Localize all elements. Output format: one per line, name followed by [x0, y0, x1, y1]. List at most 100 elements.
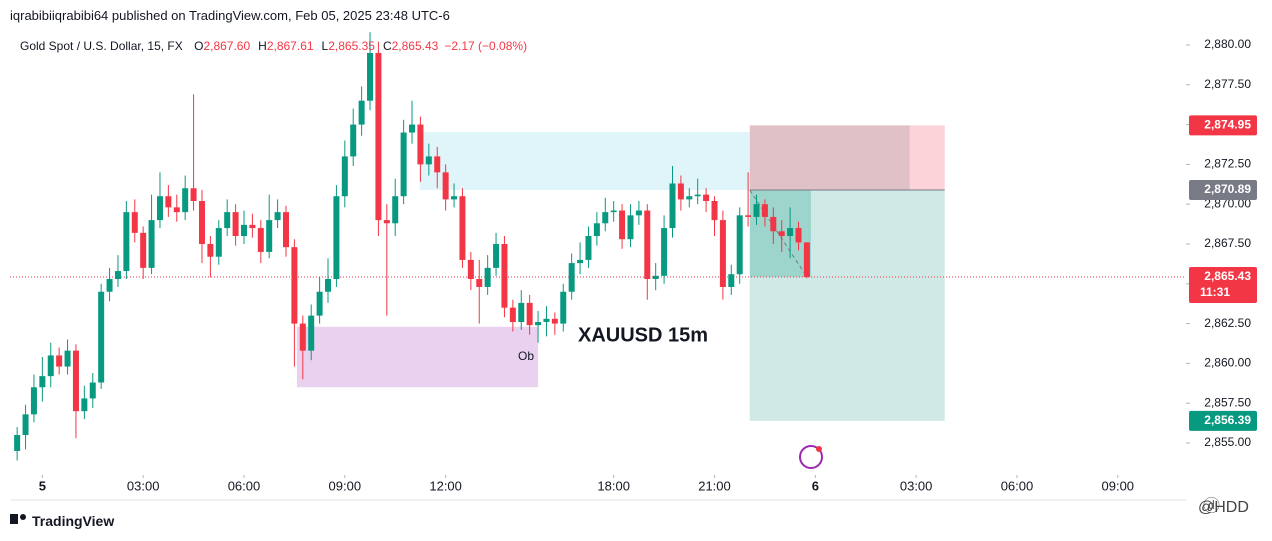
alert-icon: [816, 446, 822, 452]
candle-body: [669, 183, 676, 229]
symbol: Gold Spot / U.S. Dollar, 15, FX: [20, 39, 183, 53]
ohlc-key: L: [321, 39, 329, 53]
candle-body: [711, 200, 718, 221]
candle-body: [72, 350, 79, 412]
price-label-box: [1189, 266, 1257, 303]
countdown: 11:31: [1200, 285, 1230, 299]
candle-body: [476, 279, 483, 287]
candle-body: [703, 194, 710, 201]
x-tick-label: 06:00: [1001, 478, 1034, 493]
candle-body: [156, 196, 163, 221]
candle-body: [635, 210, 642, 216]
price-label-box: [1189, 115, 1257, 136]
x-tick-label: 09:00: [1102, 478, 1135, 493]
candle-body: [257, 228, 264, 252]
candle-body: [509, 307, 516, 322]
stop-zone: [749, 125, 945, 191]
footer: TradingView: [32, 513, 115, 529]
price-label: 2,870.89: [1204, 182, 1251, 196]
y-tick-label: 2,857.50: [1204, 395, 1251, 409]
candle-body: [383, 220, 390, 224]
candle-body: [400, 132, 407, 197]
candle-body: [291, 247, 298, 324]
candle-body: [518, 302, 525, 322]
candle-body: [551, 318, 558, 324]
candle-body: [56, 355, 63, 367]
ohlc-value: 2,865.35: [328, 39, 375, 53]
x-tick-label: 12:00: [429, 478, 462, 493]
header: iqrabibiiqrabibi64 published on TradingV…: [10, 8, 450, 23]
candle-body: [677, 183, 684, 200]
candle-body: [30, 387, 37, 415]
candle-body: [761, 204, 768, 217]
candle-body: [736, 215, 743, 275]
candle-body: [493, 243, 500, 268]
candle-body: [81, 398, 88, 412]
candle-body: [98, 291, 105, 383]
candle-body: [442, 172, 449, 200]
candle-body: [619, 210, 626, 240]
candle-body: [375, 52, 382, 221]
candle-body: [560, 291, 567, 324]
candle-body: [434, 156, 441, 173]
candle-body: [644, 210, 651, 280]
x-tick-label: 03:00: [900, 478, 933, 493]
candle-body: [308, 315, 315, 351]
zone: [296, 326, 539, 388]
y-tick-label: 2,855.00: [1204, 435, 1251, 449]
candle-body: [694, 194, 701, 197]
x-tick-label: 21:00: [698, 478, 731, 493]
candle-body: [787, 228, 794, 237]
candle-body: [341, 156, 348, 197]
candle-body: [602, 212, 609, 224]
y-tick-label: 2,867.50: [1204, 236, 1251, 250]
candle-body: [224, 212, 231, 229]
candle-body: [123, 212, 130, 272]
candle-body: [14, 435, 21, 451]
y-tick-label: 2,860.00: [1204, 356, 1251, 370]
target-zone: [749, 190, 945, 421]
candle-body: [459, 196, 466, 260]
candle-body: [409, 124, 416, 133]
candle-body: [240, 224, 247, 237]
ohlc-value: 2,865.43: [391, 39, 439, 53]
x-tick-label: 06:00: [228, 478, 261, 493]
candle-body: [39, 376, 46, 388]
candle-body: [425, 156, 432, 165]
candle-body: [106, 279, 113, 292]
candle-body: [266, 220, 273, 252]
candle-body: [577, 259, 584, 264]
candle-body: [745, 215, 752, 217]
candle-body: [719, 220, 726, 287]
candle-body: [274, 212, 281, 221]
candle-body: [165, 196, 172, 208]
candle-body: [610, 210, 617, 213]
candle-body: [392, 196, 399, 224]
alert-icon: [799, 445, 823, 469]
candle-body: [593, 223, 600, 237]
candle-body: [484, 267, 491, 287]
price-label: 2,856.39: [1204, 413, 1251, 427]
candle-body: [64, 350, 71, 367]
candle-body: [358, 100, 365, 125]
ohlc-key: C: [382, 39, 392, 53]
y-tick-label: 2,877.50: [1204, 77, 1251, 91]
candle-body: [686, 196, 693, 200]
candle-body: [803, 242, 810, 277]
candle-body: [207, 243, 214, 257]
y-tick-label: 2,862.50: [1204, 316, 1251, 330]
zone: [419, 131, 750, 191]
candle-body: [22, 414, 29, 436]
y-tick-label: 2,872.50: [1204, 157, 1251, 171]
candle-body: [652, 275, 659, 280]
annotation: XAUUSD 15m: [578, 324, 708, 346]
legend: Gold Spot / U.S. Dollar, 15, FX O2,867.6…: [20, 39, 533, 53]
ohlc-value: 2,867.61: [266, 39, 314, 53]
ohlc-key: H: [258, 39, 267, 53]
candle-body: [249, 224, 256, 229]
zone-label: Ob: [518, 349, 534, 363]
candle-body: [417, 124, 424, 165]
candle-body: [501, 243, 508, 308]
candle-body: [627, 215, 634, 240]
